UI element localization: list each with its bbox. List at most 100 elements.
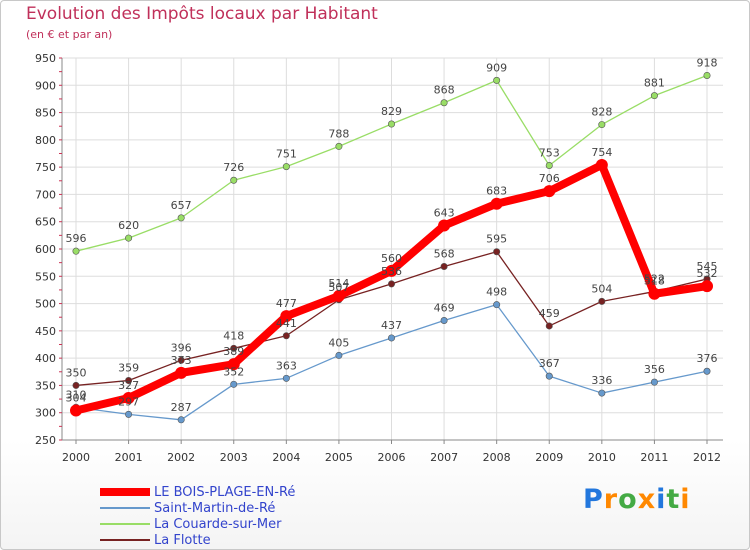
data-point <box>701 280 713 293</box>
data-point <box>177 356 185 364</box>
data-label: 310 <box>66 388 87 401</box>
legend-swatch-bois-plage <box>100 488 150 496</box>
legend-label: La Couarde-sur-Mer <box>154 516 282 532</box>
data-point <box>598 389 606 397</box>
data-point <box>440 99 448 107</box>
data-label: 336 <box>591 374 612 387</box>
legend-item-la-flotte: La Flotte <box>100 532 295 548</box>
x-tick-label: 2006 <box>378 451 406 464</box>
data-label: 327 <box>118 379 139 392</box>
logo-letter: P <box>583 484 604 515</box>
data-point <box>650 378 658 386</box>
chart-subtitle: (en € et par an) <box>26 28 113 41</box>
data-label: 459 <box>539 307 560 320</box>
data-label: 287 <box>171 401 192 414</box>
logo-letter: o <box>618 484 638 515</box>
y-tick-label: 600 <box>35 243 56 256</box>
data-point <box>385 264 398 277</box>
data-label: 545 <box>697 260 718 273</box>
data-label: 363 <box>276 359 297 372</box>
x-tick-label: 2008 <box>483 451 511 464</box>
data-point <box>175 366 188 379</box>
y-tick-label: 950 <box>35 52 56 65</box>
legend-item-la-couarde: La Couarde-sur-Mer <box>100 516 295 532</box>
data-label: 514 <box>328 277 349 290</box>
data-point <box>598 121 606 129</box>
data-point <box>595 158 608 171</box>
x-tick-label: 2005 <box>325 451 353 464</box>
logo-letter: i <box>656 484 667 515</box>
y-tick-label: 300 <box>35 407 56 420</box>
data-label: 437 <box>381 319 402 332</box>
data-label: 504 <box>591 282 612 295</box>
data-label: 596 <box>66 232 87 245</box>
data-point <box>490 197 503 210</box>
data-point <box>703 71 711 79</box>
x-tick-label: 2011 <box>640 451 668 464</box>
data-label: 683 <box>486 185 507 198</box>
data-point <box>440 316 448 324</box>
legend-label: Saint-Martin-de-Ré <box>154 500 276 516</box>
y-tick-label: 650 <box>35 216 56 229</box>
data-point <box>332 289 345 302</box>
legend-label: LE BOIS-PLAGE-EN-Ré <box>154 484 296 500</box>
chart-legend: LE BOIS-PLAGE-EN-Ré Saint-Martin-de-Ré L… <box>100 484 295 548</box>
data-label: 753 <box>539 147 560 160</box>
data-point <box>230 380 238 388</box>
data-point <box>493 301 501 309</box>
data-label: 881 <box>644 77 665 90</box>
data-label: 726 <box>223 161 244 174</box>
data-point <box>703 367 711 375</box>
data-label: 396 <box>171 341 192 354</box>
data-label: 568 <box>434 247 455 260</box>
data-point <box>230 344 238 352</box>
data-point <box>440 262 448 270</box>
x-tick-label: 2001 <box>115 451 143 464</box>
data-point <box>72 381 80 389</box>
data-point <box>125 377 133 385</box>
data-label: 560 <box>381 252 402 265</box>
y-tick-label: 700 <box>35 188 56 201</box>
data-point <box>598 297 606 305</box>
data-label: 297 <box>118 395 139 408</box>
data-label: 441 <box>276 317 297 330</box>
data-label: 367 <box>539 357 560 370</box>
data-label: 359 <box>118 362 139 375</box>
data-label: 909 <box>486 61 507 74</box>
data-point <box>125 234 133 242</box>
data-label: 754 <box>591 146 612 159</box>
x-tick-label: 2002 <box>167 451 195 464</box>
data-label: 620 <box>118 219 139 232</box>
data-point <box>387 334 395 342</box>
y-tick-label: 900 <box>35 79 56 92</box>
chart-title: Evolution des Impôts locaux par Habitant <box>26 4 378 24</box>
data-label: 352 <box>223 365 244 378</box>
data-label: 868 <box>434 84 455 97</box>
data-label: 918 <box>697 56 718 69</box>
data-point <box>282 374 290 382</box>
data-label: 389 <box>223 345 244 358</box>
data-point <box>282 332 290 340</box>
data-label: 536 <box>381 265 402 278</box>
data-point <box>125 410 133 418</box>
data-point <box>70 404 82 417</box>
x-tick-label: 2004 <box>272 451 300 464</box>
data-point <box>282 163 290 171</box>
legend-swatch-la-flotte <box>100 539 150 541</box>
x-tick-label: 2003 <box>220 451 248 464</box>
logo-letter: x <box>637 484 657 515</box>
x-tick-label: 2000 <box>62 451 90 464</box>
y-tick-label: 350 <box>35 379 56 392</box>
data-point <box>335 351 343 359</box>
data-point <box>438 219 451 232</box>
data-label: 657 <box>171 199 192 212</box>
data-label: 828 <box>591 106 612 119</box>
data-point <box>227 358 240 371</box>
data-label: 405 <box>328 336 349 349</box>
y-tick-label: 500 <box>35 298 56 311</box>
data-point <box>493 248 501 256</box>
data-point <box>387 280 395 288</box>
data-point <box>387 120 395 128</box>
data-label: 518 <box>644 275 665 288</box>
